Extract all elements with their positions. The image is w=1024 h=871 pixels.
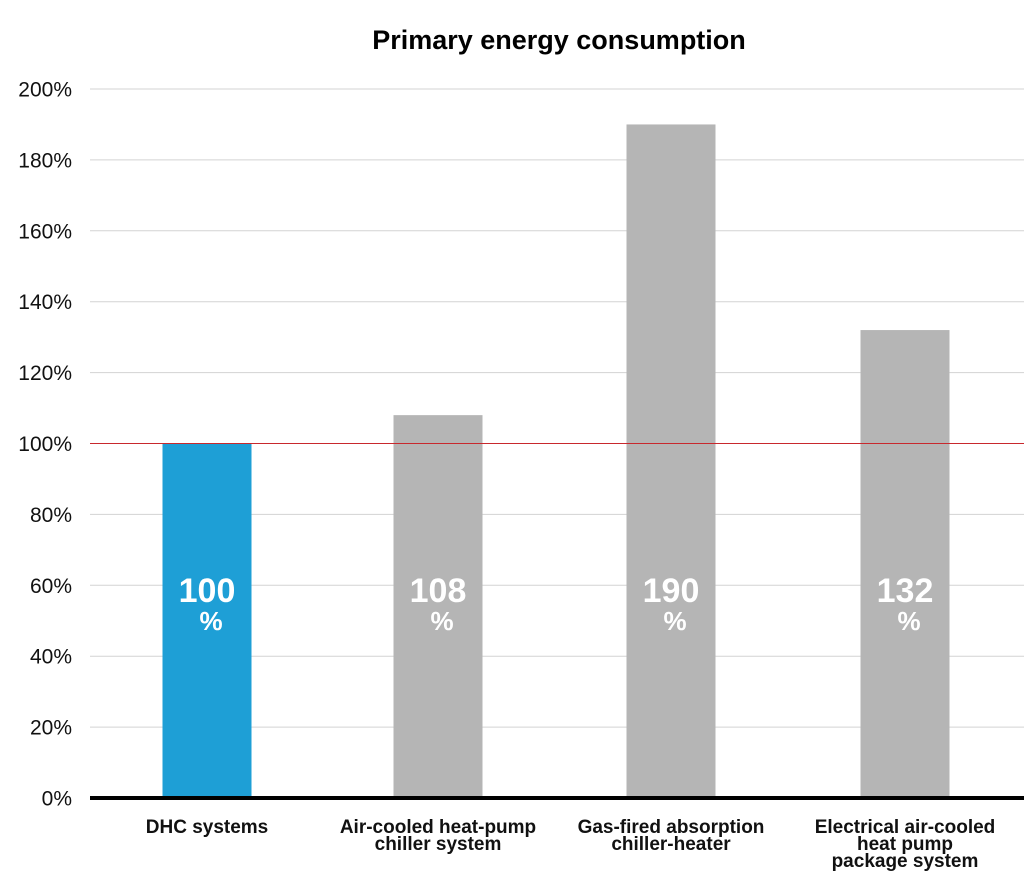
x-category-label: Electrical air-cooled: [815, 817, 996, 838]
y-tick-label: 200%: [18, 79, 72, 102]
bar-value-labels: 100%108%190%132%: [179, 572, 934, 636]
y-tick-label: 120%: [18, 362, 72, 385]
bar-value-unit: %: [199, 606, 222, 636]
x-category-label: chiller-heater: [611, 834, 731, 855]
bar-value-unit: %: [430, 606, 453, 636]
x-category-label: package system: [832, 851, 979, 871]
y-tick-label: 0%: [42, 788, 72, 811]
y-tick-label: 180%: [18, 149, 72, 172]
x-category-label: DHC systems: [146, 817, 269, 838]
x-category-label: Gas-fired absorption: [578, 817, 765, 838]
y-tick-label: 60%: [30, 575, 72, 598]
bar: [860, 330, 950, 798]
bar-value-number: 100: [179, 572, 236, 610]
y-tick-label: 100%: [18, 433, 72, 456]
y-tick-label: 80%: [30, 504, 72, 527]
x-category-label: Air-cooled heat-pump: [340, 817, 536, 838]
y-tick-label: 160%: [18, 220, 72, 243]
y-tick-label: 140%: [18, 291, 72, 314]
bar-value-number: 190: [643, 572, 700, 610]
y-tick-label: 40%: [30, 646, 72, 669]
bar: [393, 415, 483, 798]
bar-value-number: 108: [410, 572, 467, 610]
bar-value-unit: %: [897, 606, 920, 636]
bar-value-number: 132: [877, 572, 934, 610]
bar: [626, 124, 716, 798]
bar: [162, 443, 252, 798]
bar-value-unit: %: [663, 606, 686, 636]
x-category-label: chiller system: [375, 834, 502, 855]
bars: [162, 124, 950, 798]
chart-title: Primary energy consumption: [372, 25, 746, 55]
x-category-label: heat pump: [857, 834, 953, 855]
y-axis-ticks: 0% 20% 40% 60% 80% 100% 120% 140% 160% 180% 200%: [18, 79, 72, 811]
y-tick-label: 20%: [30, 717, 72, 740]
